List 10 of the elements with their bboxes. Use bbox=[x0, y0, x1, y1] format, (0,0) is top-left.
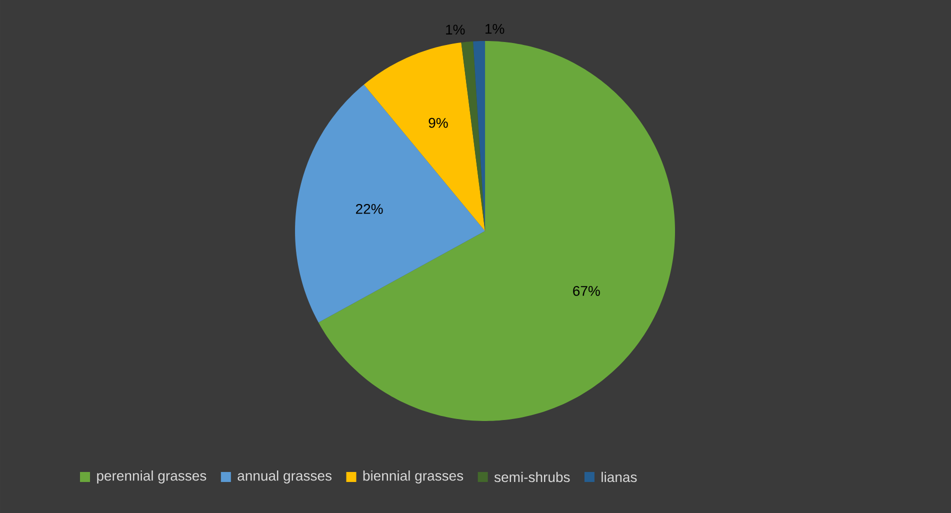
data-label: 1% bbox=[446, 24, 465, 35]
legend-label: perennial grasses bbox=[97, 470, 206, 484]
legend-label: lianas bbox=[602, 472, 637, 482]
legend-label: biennial grasses bbox=[363, 470, 464, 484]
data-label: 22% bbox=[356, 204, 383, 214]
data-label: 9% bbox=[428, 118, 448, 128]
data-label: 67% bbox=[573, 286, 600, 296]
legend-label: semi-shrubs bbox=[494, 472, 570, 482]
legend-label: annual grasses bbox=[238, 470, 332, 484]
data-label: 1% bbox=[486, 24, 504, 34]
